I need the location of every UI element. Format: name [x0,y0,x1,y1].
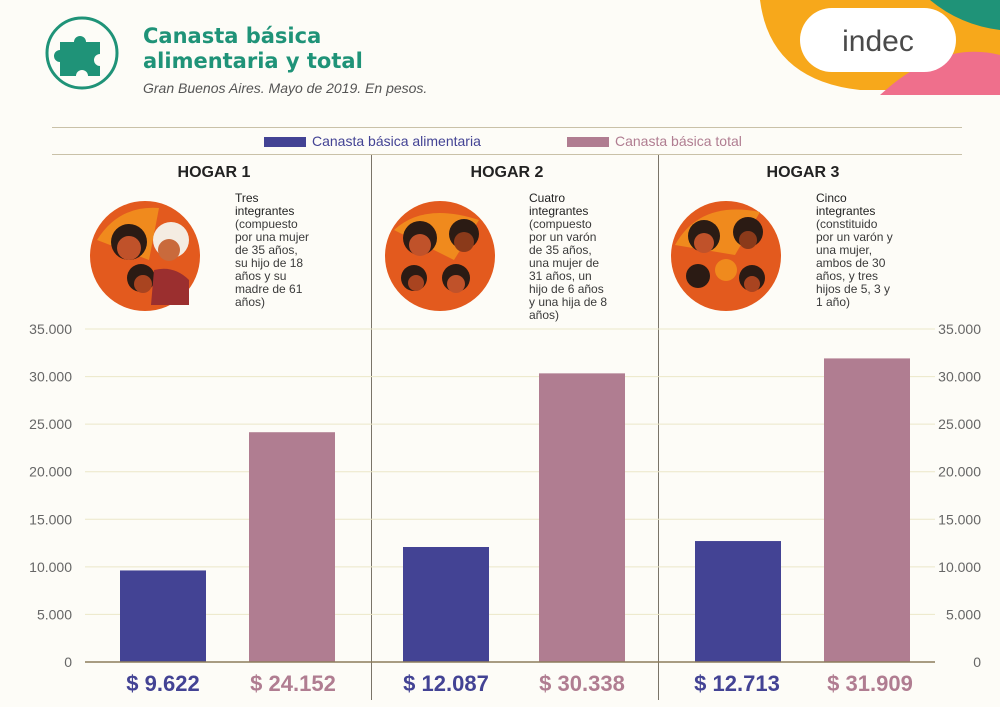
page-title: Canasta básica alimentaria y total [143,24,363,74]
legend-label-food: Canasta básica alimentaria [312,133,481,149]
hogar-3-food-value: $ 12.713 [694,671,780,696]
hogar-1-desc-line: de 35 años, [235,243,298,257]
legend-swatch-food [264,137,306,148]
hogar-1-desc-head-1: Tres [235,191,259,205]
hogar-3-desc-line: 1 año) [816,295,851,309]
y-tick-label-right: 0 [973,654,981,670]
legend-label-total: Canasta básica total [615,133,742,149]
top-rule [52,127,962,128]
bar-total-hogar-2 [539,373,625,662]
y-tick-label-right: 10.000 [938,559,981,575]
hogar-2-desc-line: por un varón [529,230,597,244]
hogar-1-title: HOGAR 1 [177,164,251,181]
bar-food-hogar-1 [120,570,206,662]
y-tick-label-left: 10.000 [29,559,72,575]
hogar-1-desc-line: (compuesto [235,217,298,231]
hogar-3-desc-head-1: Cinco [816,191,847,205]
title-line-2: alimentaria y total [143,49,363,73]
legend-item-food: Canasta básica alimentaria [264,133,481,149]
family-illustration-3 [671,201,781,311]
y-tick-label-right: 30.000 [938,369,981,385]
legend-rule [52,154,962,155]
hogar-2-total-value: $ 30.338 [539,671,625,696]
panel-separator-1 [371,155,372,700]
hogar-3-desc-line: una mujer, [816,243,873,257]
brand-shape-pink [880,51,1000,95]
bar-total-hogar-1 [249,432,335,662]
y-tick-label-left: 0 [64,654,72,670]
hogar-2-desc-head-1: Cuatro [529,191,566,205]
brand-shape-green [930,0,1000,30]
hogar-3-desc-line: por un varón y [816,230,893,244]
hogar-1-desc-head-2: integrantes [235,204,295,218]
hogar-2-food-value: $ 12.087 [403,671,489,696]
y-tick-label-right: 25.000 [938,416,981,432]
hogar-3-title: HOGAR 3 [766,164,840,181]
y-tick-label-right: 15.000 [938,511,981,527]
hogar-2-desc-line: y una hija de 8 [529,295,608,309]
y-tick-label-left: 20.000 [29,464,72,480]
bar-food-hogar-2 [403,547,489,662]
hogar-1-food-value: $ 9.622 [126,671,200,696]
brand-badge [800,8,956,72]
hogar-1-desc-line: su hijo de 18 [235,256,304,270]
y-tick-label-left: 35.000 [29,321,72,337]
hogar-3-desc-line: ambos de 30 [816,256,886,270]
y-tick-label-left: 25.000 [29,416,72,432]
hogar-1-total-value: $ 24.152 [250,671,336,696]
family-illustration-2 [385,201,495,311]
hogar-2-desc-line: 31 años, un [529,269,592,283]
hogar-3-total-value: $ 31.909 [827,671,913,696]
puzzle-logo-ring [45,16,119,90]
hogar-2-desc-line: hijo de 6 años [529,282,604,296]
hogar-3-desc-line: (constituido [816,217,878,231]
header-graphics: indec [45,0,1000,95]
family-illustration-1 [90,201,200,311]
bar-food-hogar-3 [695,541,781,662]
subtitle: Gran Buenos Aires. Mayo de 2019. En peso… [143,80,428,96]
hogar-3-description: Cinco integrantes (constituido por un va… [816,192,941,309]
hogar-1-desc-line: años) [235,295,266,309]
legend-item-total: Canasta básica total [567,133,742,149]
hogar-2-desc-line: de 35 años, [529,243,592,257]
hogar-3-desc-head-2: integrantes [816,204,876,218]
hogar-2-desc-head-2: integrantes [529,204,589,218]
hogar-1-description: Tres integrantes (compuesto por una muje… [235,192,360,309]
y-tick-label-left: 15.000 [29,511,72,527]
legend-swatch-total [567,137,609,148]
bar-total-hogar-3 [824,358,910,662]
y-tick-label-left: 30.000 [29,369,72,385]
hogar-1-desc-line: años y su [235,269,287,283]
hogar-2-desc-line: años) [529,308,560,322]
hogar-2-description: Cuatro integrantes (compuesto por un var… [529,192,654,322]
y-tick-label-left: 5.000 [37,606,72,622]
hogar-3-desc-line: hijos de 5, 3 y [816,282,891,296]
y-tick-label-right: 5.000 [946,606,981,622]
panel-separator-2 [658,155,659,700]
hogar-2-desc-line: una mujer de [529,256,600,270]
title-line-1: Canasta básica [143,24,322,48]
brand-name: indec [842,25,914,58]
hogar-1-desc-line: madre de 61 [235,282,303,296]
hogar-3-desc-line: años, y tres [816,269,879,283]
y-tick-label-right: 20.000 [938,464,981,480]
y-tick-label-right: 35.000 [938,321,981,337]
hogar-2-desc-line: (compuesto [529,217,592,231]
hogar-2-title: HOGAR 2 [470,164,544,181]
puzzle-piece-icon [54,36,100,76]
hogar-1-desc-line: por una mujer [235,230,310,244]
